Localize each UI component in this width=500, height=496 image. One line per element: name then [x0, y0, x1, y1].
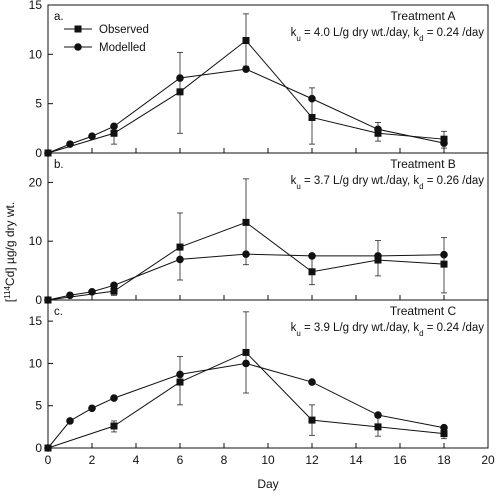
modelled-point — [308, 94, 316, 103]
panel-params: ku = 4.0 L/g dry wt./day, kd = 0.24 /day — [291, 27, 485, 43]
legend-modelled-marker — [74, 43, 82, 51]
observed-point — [242, 218, 250, 226]
y-tick-label: 5 — [35, 97, 42, 111]
modelled-point — [242, 250, 250, 258]
x-tick-label: 6 — [177, 453, 184, 467]
panel-1: 0 5 10 15 a. Treatment A ku = 4.0 L/g dry wt./… — [29, 0, 489, 160]
x-tick-label: 4 — [133, 453, 140, 467]
y-tick-label: 10 — [29, 356, 43, 370]
legend-observed-marker — [74, 25, 82, 33]
observed-point — [44, 444, 52, 452]
y-tick-label: 10 — [29, 47, 43, 61]
x-tick-label: 2 — [89, 453, 96, 467]
observed-point — [308, 416, 316, 424]
modelled-point — [66, 140, 74, 148]
observed-point — [308, 268, 316, 276]
modelled-point — [110, 394, 118, 402]
observed-point — [242, 37, 250, 45]
x-tick-label: 20 — [481, 453, 495, 467]
observed-point — [440, 430, 448, 438]
modelled-point — [66, 417, 74, 425]
panel-params: ku = 3.7 L/g dry wt./day, kd = 0.26 /day — [291, 175, 485, 191]
modelled-point — [374, 411, 382, 419]
y-tick-label: 20 — [29, 175, 43, 189]
panel-letter: a. — [54, 11, 64, 23]
x-tick-label: 10 — [261, 453, 275, 467]
panel-title: Treatment C — [390, 304, 457, 318]
legend: Observed Modelled — [64, 24, 149, 54]
panel-params: ku = 3.9 L/g dry wt./day, kd = 0.24 /day — [291, 322, 485, 338]
y-tick-label: 10 — [29, 234, 43, 248]
x-axis-label: Day — [257, 477, 278, 491]
modelled-point — [440, 423, 448, 432]
y-tick-label: 15 — [29, 314, 43, 328]
modelled-point — [176, 370, 184, 379]
modelled-point — [88, 404, 96, 413]
modelled-point — [176, 255, 184, 264]
modelled-point — [176, 74, 184, 82]
panel-frame — [47, 152, 489, 301]
y-label-superscript: 114 — [3, 286, 12, 299]
observed-point — [176, 88, 184, 96]
modelled-point — [110, 281, 118, 290]
observed-point — [374, 256, 382, 264]
modelled-point — [88, 287, 96, 296]
modelled-point — [308, 378, 316, 386]
modelled-point — [242, 359, 250, 368]
observed-point — [440, 260, 448, 268]
observed-point — [176, 243, 184, 251]
x-tick-label: 0 — [45, 453, 52, 467]
panel-2: 0 10 20 b. Treatment B ku = 3.7 L/g dry wt./d… — [29, 152, 489, 307]
observed-point — [308, 113, 316, 121]
observed-point — [176, 378, 184, 386]
legend-modelled-label: Modelled — [99, 42, 146, 54]
panel-title: Treatment A — [391, 9, 456, 23]
observed-point — [110, 129, 118, 137]
modelled-point — [88, 132, 96, 141]
modelled-point — [440, 250, 448, 259]
legend-observed-label: Observed — [99, 24, 149, 36]
modelled-point — [66, 291, 74, 300]
modelled-point — [110, 122, 118, 131]
x-tick-label: 16 — [393, 453, 407, 467]
panel-3: 0 5 10 15 0 2 4 6 8 10 12 14 16 18 20 c. Treatment C ku =… — [29, 299, 495, 467]
panel-title: Treatment B — [390, 157, 456, 171]
modelled-line — [47, 68, 445, 154]
x-tick-label: 18 — [437, 453, 451, 467]
y-axis-label: [114Cd] µg/g dry wt. — [3, 202, 18, 302]
x-tick-label: 8 — [221, 453, 228, 467]
observed-point — [374, 129, 382, 137]
y-tick-label: 0 — [35, 146, 42, 160]
observed-point — [242, 348, 250, 356]
observed-point — [440, 135, 448, 143]
observed-point — [110, 422, 118, 430]
y-tick-label: 5 — [35, 399, 42, 413]
observed-point — [110, 287, 118, 295]
x-tick-label: 12 — [305, 453, 319, 467]
observed-point — [374, 423, 382, 431]
modelled-point — [242, 65, 250, 73]
modelled-point — [308, 252, 316, 260]
y-tick-label: 15 — [29, 0, 43, 12]
x-tick-label: 14 — [349, 453, 363, 467]
y-tick-label: 0 — [35, 293, 42, 307]
panel-letter: b. — [54, 159, 64, 171]
y-tick-label: 0 — [35, 441, 42, 455]
panel-letter: c. — [54, 306, 63, 318]
